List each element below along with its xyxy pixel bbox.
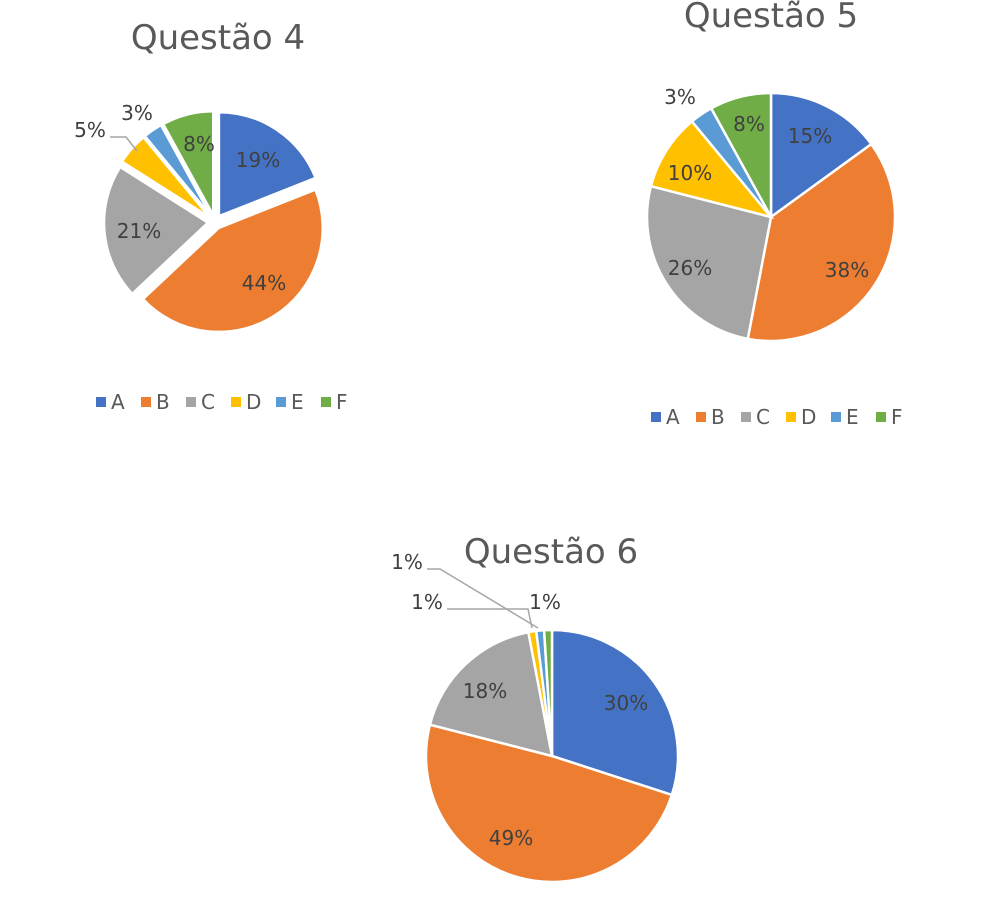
- legend: A B C D E F: [96, 390, 348, 414]
- leader-line: [447, 608, 533, 629]
- legend-label-f: F: [336, 390, 348, 414]
- legend-swatch-c: [741, 412, 751, 422]
- pie-slice-b: [424, 723, 674, 884]
- data-label-a: 19%: [236, 148, 280, 172]
- legend-swatch-d: [786, 412, 796, 422]
- pie-chart-1: Questão 4 19% 44% 21% 5% 3% 8% A B C D E F: [74, 18, 347, 414]
- legend-swatch-b: [141, 397, 151, 407]
- chart-title: Questão 5: [684, 0, 858, 36]
- legend-label-d: D: [801, 405, 816, 429]
- pie-slice-c: [428, 630, 554, 758]
- pie-slice-b: [746, 142, 897, 343]
- chart-title: Questão 4: [131, 18, 305, 58]
- data-label-f: 8%: [733, 112, 765, 136]
- legend-label-a: A: [111, 390, 125, 414]
- leader-line: [110, 136, 138, 152]
- legend-swatch-c: [186, 397, 196, 407]
- pie-slice-c: [645, 184, 773, 341]
- pie-slice-a: [769, 91, 874, 220]
- pie-slice-f: [709, 91, 773, 218]
- data-label-f: 1%: [529, 590, 561, 614]
- legend-swatch-a: [651, 412, 661, 422]
- data-label-c: 26%: [668, 256, 712, 280]
- pie-slice-c: [102, 165, 211, 296]
- legend-swatch-e: [831, 412, 841, 422]
- legend-label-e: E: [291, 390, 304, 414]
- pie-slice-d: [120, 135, 211, 219]
- legend-swatch-d: [231, 397, 241, 407]
- legend-label-e: E: [846, 405, 859, 429]
- pie-slice-b: [141, 188, 324, 334]
- data-label-b: 49%: [489, 826, 533, 850]
- chart-title: Questão 6: [464, 532, 638, 572]
- data-label-a: 30%: [604, 691, 648, 715]
- data-label-c: 18%: [463, 679, 507, 703]
- data-label-d: 10%: [668, 161, 712, 185]
- data-label-b: 44%: [242, 271, 286, 295]
- leader-line: [427, 568, 539, 629]
- data-label-a: 15%: [788, 124, 832, 148]
- pie-slice-e: [143, 123, 213, 218]
- data-label-c: 21%: [117, 219, 161, 243]
- legend: A B C D E F: [651, 405, 903, 429]
- legend-swatch-b: [696, 412, 706, 422]
- legend-label-a: A: [666, 405, 680, 429]
- data-label-d: 1%: [411, 590, 443, 614]
- legend-swatch-f: [876, 412, 886, 422]
- legend-label-d: D: [246, 390, 261, 414]
- pie-chart-2: Questão 5 15% 38% 26% 10% 3% 8% A B C D E F: [645, 0, 903, 429]
- pie-chart-3: Questão 6 30% 49% 18% 1% 1% 1%: [391, 532, 680, 884]
- data-label-b: 38%: [825, 258, 869, 282]
- legend-label-b: B: [156, 390, 170, 414]
- legend-label-c: C: [201, 390, 215, 414]
- legend-swatch-a: [96, 397, 106, 407]
- legend-label-c: C: [756, 405, 770, 429]
- legend-swatch-f: [321, 397, 331, 407]
- pie-slice-d: [649, 119, 775, 220]
- data-label-f: 8%: [183, 132, 215, 156]
- pie-slice-a: [217, 110, 318, 219]
- data-label-e: 1%: [391, 550, 423, 574]
- data-label-e: 3%: [121, 101, 153, 125]
- legend-swatch-e: [276, 397, 286, 407]
- pie-slice-f: [161, 109, 215, 216]
- legend-label-b: B: [711, 405, 725, 429]
- data-label-e: 3%: [664, 85, 696, 109]
- data-label-d: 5%: [74, 118, 106, 142]
- pie-slice-f: [542, 628, 554, 757]
- legend-label-f: F: [891, 405, 903, 429]
- pie-slice-a: [550, 628, 680, 797]
